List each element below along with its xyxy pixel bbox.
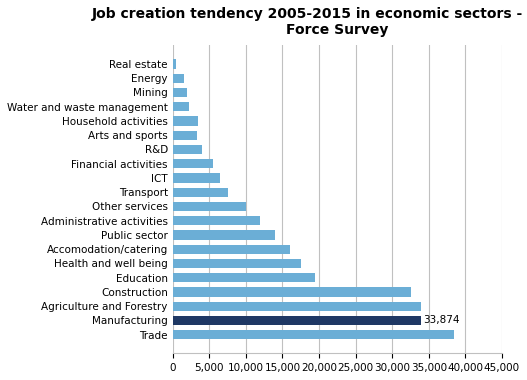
Bar (173, 102, 189, 111)
Bar (173, 59, 177, 68)
Bar (173, 159, 213, 168)
Bar (173, 73, 183, 83)
Text: 33,874: 33,874 (423, 315, 459, 325)
Title: Job creation tendency 2005-2015 in economic sectors - Labour
Force Survey: Job creation tendency 2005-2015 in econo… (92, 7, 527, 37)
Bar (173, 245, 290, 254)
Bar (173, 330, 454, 339)
Bar (173, 145, 202, 154)
Bar (173, 287, 411, 296)
Bar (173, 116, 198, 125)
Bar (173, 273, 315, 282)
Bar (173, 188, 228, 197)
Bar (173, 202, 246, 211)
Bar (173, 173, 220, 182)
Bar (173, 302, 422, 311)
Bar (173, 259, 301, 268)
Bar (173, 316, 421, 325)
Bar (173, 230, 275, 239)
Bar (173, 130, 197, 140)
Bar (173, 216, 260, 225)
Bar (173, 88, 187, 97)
